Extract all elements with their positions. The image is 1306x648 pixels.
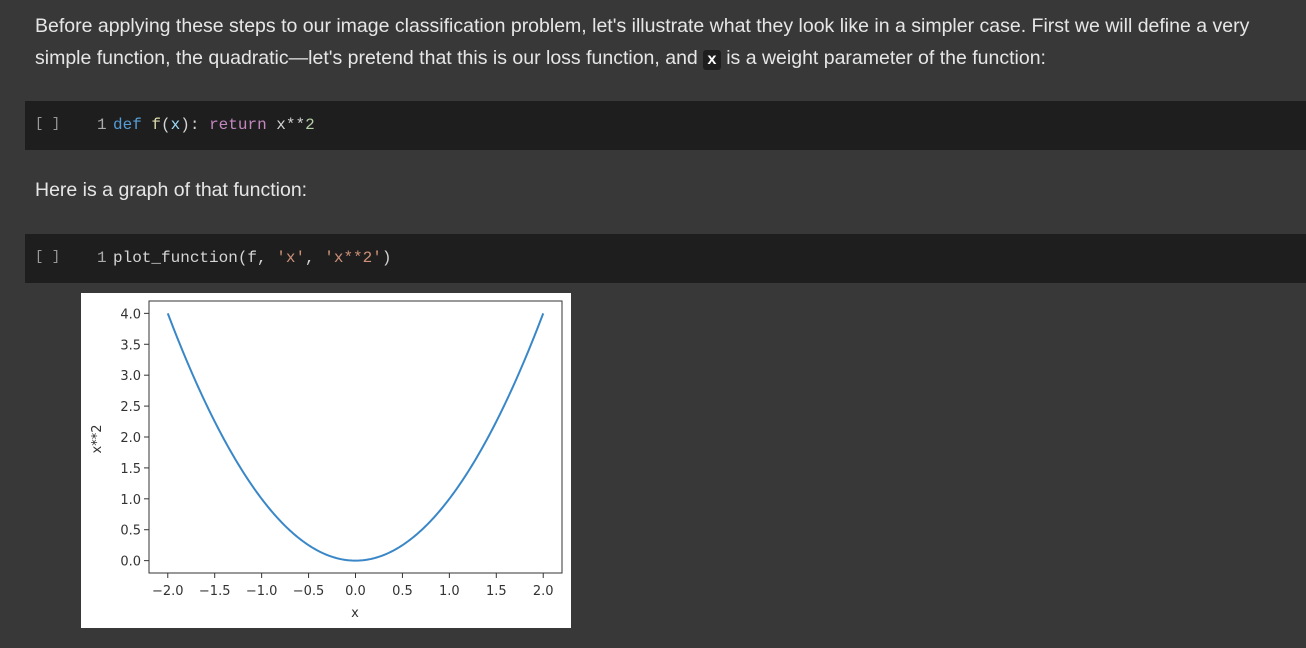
series-line [166,313,545,562]
string-arg-x: 'x' [276,249,306,267]
y-axis-label: x**2 [90,425,105,454]
paren-open: ( [161,116,171,134]
run-cell-button[interactable]: [ ] [35,116,61,132]
y-tick-label: 2.0 [120,431,141,446]
intro-text-start: Before applying these steps to our image… [35,15,1250,69]
plot-call: plot_function(f, [113,249,277,267]
x-tick-label: −1.5 [199,584,231,599]
paren-close: ) [381,249,392,267]
code-line[interactable]: def f(x): return x**2 [113,116,315,134]
intro-text-end: is a weight parameter of the function: [720,47,1046,69]
paren-close: ): [180,116,210,134]
x-tick-label: 0.0 [345,584,366,599]
code-cell-define-function[interactable]: [ ] 1 def f(x): return x**2 [25,101,1306,150]
chart-svg: 0.0 0.5 1.0 1.5 2.0 2.5 3.0 3.5 4.0 −2.0 −1.5 −1.0… [90,300,563,621]
comma: , [305,249,325,267]
x-tick-label: 1.0 [439,584,460,599]
y-tick-label: 2.5 [120,400,141,415]
markdown-cell-graph-intro: Here is a graph of that function: [35,174,307,206]
run-cell-button[interactable]: [ ] [35,249,61,265]
x-tick-label: −2.0 [152,584,184,599]
return-expression: x** [266,116,306,134]
function-arg: x [170,116,181,134]
x-tick-label: 0.5 [392,584,413,599]
y-tick-label: 1.0 [120,493,141,508]
y-tick-label: 0.5 [120,524,141,539]
keyword-return: return [209,116,267,134]
x-tick-label: −1.0 [246,584,278,599]
code-cell-plot-function[interactable]: [ ] 1 plot_function(f, 'x', 'x**2') [25,234,1306,283]
inline-code-x: x [703,50,721,70]
keyword-def: def [113,116,142,134]
y-tick-label: 3.5 [120,338,141,353]
code-line[interactable]: plot_function(f, 'x', 'x**2') [113,249,391,267]
plot-output: 0.0 0.5 1.0 1.5 2.0 2.5 3.0 3.5 4.0 −2.0 −1.5 −1.0… [81,293,571,628]
line-number: 1 [97,116,107,134]
string-arg-label: 'x**2' [324,249,382,267]
y-tick-label: 1.5 [120,462,141,477]
markdown-cell-intro: Before applying these steps to our image… [35,10,1295,76]
graph-intro-text: Here is a graph of that function: [35,179,308,201]
y-tick-label: 4.0 [120,307,141,322]
line-number: 1 [97,249,107,267]
x-tick-label: −0.5 [293,584,325,599]
x-tick-label: 2.0 [533,584,554,599]
axes-frame [148,300,563,574]
y-tick-label: 0.0 [120,555,141,570]
exponent-number: 2 [305,116,315,134]
x-axis-label: x [351,606,359,621]
function-name: f [151,116,162,134]
y-tick-label: 3.0 [120,369,141,384]
x-tick-label: 1.5 [486,584,507,599]
